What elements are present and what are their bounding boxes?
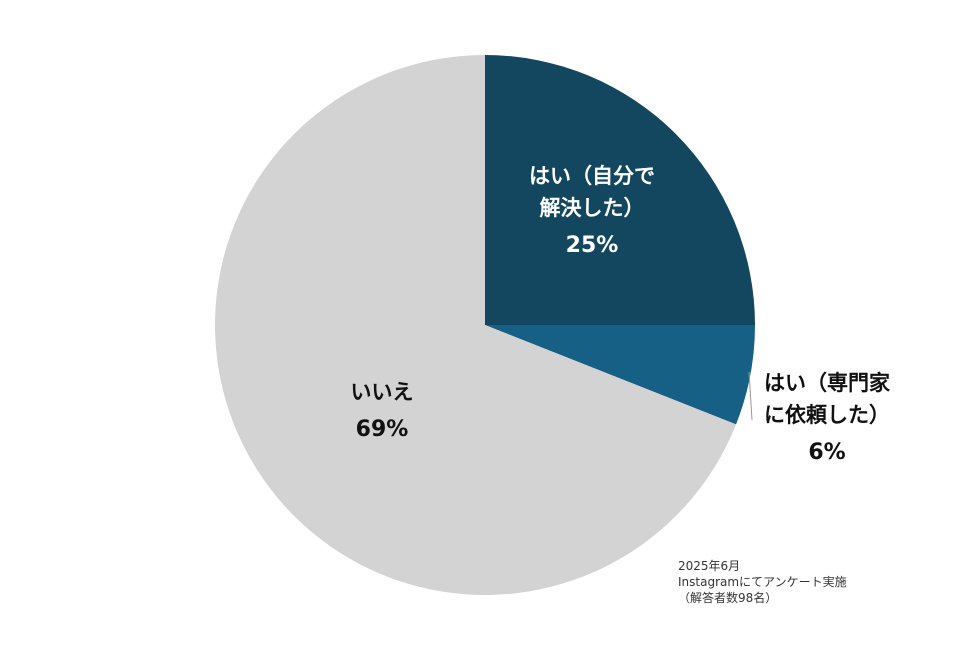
survey-note-date: 2025年6月 (678, 559, 741, 573)
survey-note-respondents: （解答者数98名） (678, 591, 778, 605)
slice-label-no-line1: いいえ (350, 380, 414, 404)
leader-line-expert (748, 371, 753, 421)
slice-label-no: いいえ 69% (312, 376, 452, 446)
slice-label-expert-line1: はい（専門家 (764, 371, 890, 395)
slice-label-self-solved: はい（自分で 解決した） 25% (512, 160, 672, 262)
survey-note: 2025年6月 Instagramにてアンケート実施 （解答者数98名） (678, 558, 847, 606)
pie-slices (215, 55, 755, 595)
slice-label-self-line1: はい（自分で (529, 164, 655, 188)
pie-slice-no (215, 55, 737, 595)
slice-label-self-line2: 解決した） (539, 196, 645, 220)
slice-label-expert: はい（専門家 に依頼した） 6% (748, 367, 906, 469)
pie-slice-self-solved (485, 55, 755, 325)
pie-slice-expert (485, 325, 755, 425)
slice-label-expert-line2: に依頼した） (764, 403, 890, 427)
slice-value-no: 69% (355, 417, 409, 442)
survey-note-method: Instagramにてアンケート実施 (678, 575, 847, 589)
slice-value-self: 25% (565, 233, 619, 258)
slice-value-expert: 6% (808, 440, 846, 465)
